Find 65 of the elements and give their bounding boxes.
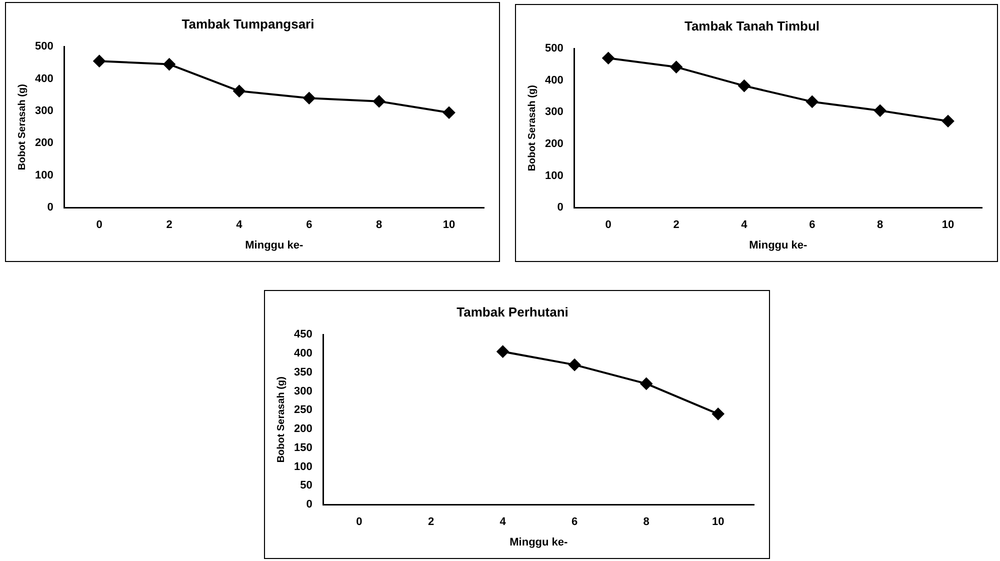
point	[806, 96, 818, 108]
x-tick-label: 2	[673, 219, 680, 232]
y-tick-label: 500	[34, 40, 54, 53]
y-tick-label: 0	[557, 202, 564, 214]
x-tick-label: 4	[236, 219, 244, 232]
x-tick-label: 10	[942, 219, 954, 232]
y-tick-label: 100	[544, 170, 564, 182]
y-tick-label: 450	[294, 328, 312, 341]
point	[233, 85, 246, 98]
y-tick-label: 400	[34, 72, 54, 85]
point	[496, 346, 509, 358]
chart-title: Tambak Tumpangsari	[182, 16, 314, 32]
x-tick-label: 6	[572, 516, 578, 528]
point	[640, 378, 652, 390]
x-tick-label: 4	[500, 516, 507, 528]
y-axis-title: Bobot Serasah (g)	[276, 376, 287, 463]
y-tick-label: 100	[294, 460, 312, 473]
y-tick-label: 200	[544, 138, 564, 150]
x-tick-label: 8	[643, 516, 650, 528]
x-tick-label: 2	[428, 516, 434, 528]
y-tick-label: 50	[300, 480, 312, 492]
x-tick-label: 0	[96, 219, 102, 232]
chart-title: Tambak Perhutani	[456, 304, 568, 320]
x-tick-label: 10	[712, 516, 724, 528]
point	[942, 115, 954, 128]
y-tick-label: 100	[34, 169, 54, 182]
x-tick-label: 6	[809, 219, 816, 232]
point	[670, 61, 682, 74]
y-tick-label: 0	[306, 498, 312, 511]
y-tick-label: 500	[544, 42, 564, 55]
x-tick-label: 6	[306, 219, 312, 232]
point	[443, 106, 456, 119]
x-tick-label: 10	[442, 219, 456, 232]
point	[602, 52, 614, 64]
y-tick-label: 350	[294, 366, 312, 378]
x-tick-label: 8	[376, 219, 382, 232]
point	[738, 80, 750, 92]
point	[373, 95, 386, 108]
x-tick-label: 2	[166, 219, 172, 232]
y-tick-label: 300	[34, 105, 54, 118]
point	[712, 408, 724, 420]
point	[568, 358, 581, 371]
y-tick-label: 400	[544, 74, 564, 86]
x-tick-label: 8	[877, 219, 884, 232]
y-tick-label: 200	[294, 423, 312, 436]
y-tick-label: 150	[294, 442, 312, 454]
y-axis-title: Bobot Serasah (g)	[526, 85, 538, 172]
point	[303, 92, 316, 104]
x-axis-title: Minggu ke-	[245, 239, 304, 252]
x-axis-title: Minggu ke-	[749, 239, 808, 252]
y-tick-label: 400	[294, 348, 312, 360]
x-tick-label: 0	[605, 219, 612, 232]
y-tick-label: 250	[294, 404, 312, 416]
x-tick-label: 4	[741, 219, 748, 232]
y-tick-label: 200	[34, 137, 54, 150]
chart-title: Tambak Tanah Timbul	[684, 18, 820, 34]
y-tick-label: 300	[294, 385, 312, 398]
x-axis-title: Minggu ke-	[510, 536, 568, 548]
x-tick-label: 0	[356, 516, 362, 528]
point	[163, 58, 176, 70]
y-tick-label: 0	[47, 202, 54, 214]
point	[93, 55, 106, 68]
point	[874, 104, 886, 117]
y-axis-title: Bobot Serasah (g)	[16, 84, 28, 170]
y-tick-label: 300	[544, 106, 564, 118]
